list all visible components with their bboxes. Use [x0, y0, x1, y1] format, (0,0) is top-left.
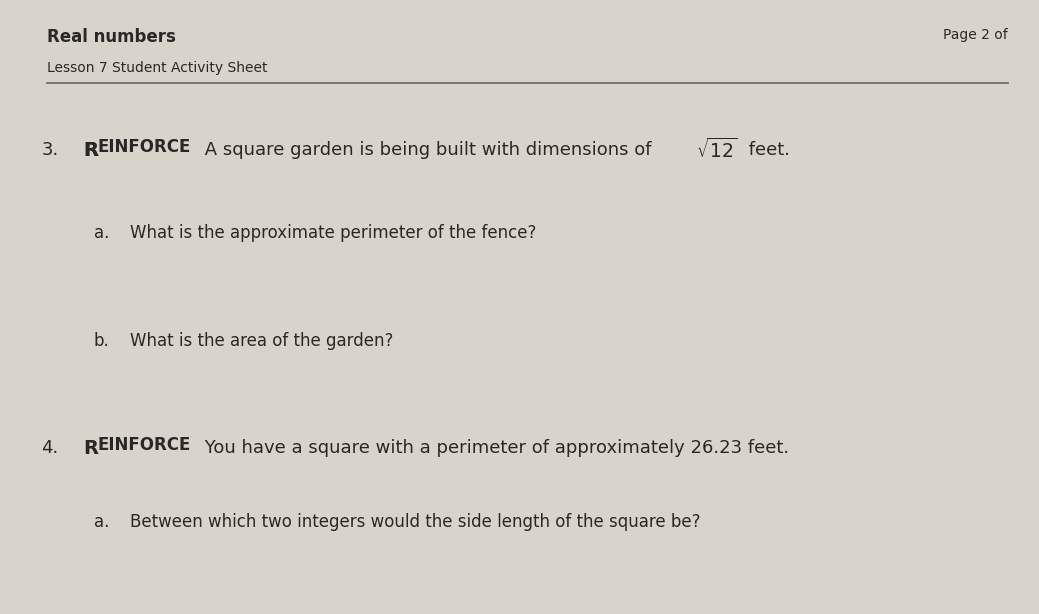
Text: R: R	[83, 439, 98, 458]
Text: What is the approximate perimeter of the fence?: What is the approximate perimeter of the…	[130, 224, 536, 242]
Text: $\sqrt{12}$: $\sqrt{12}$	[696, 138, 738, 162]
Text: a.: a.	[94, 224, 109, 242]
Text: Real numbers: Real numbers	[47, 28, 176, 45]
Text: Between which two integers would the side length of the square be?: Between which two integers would the sid…	[130, 513, 700, 530]
Text: b.: b.	[94, 332, 109, 349]
Text: 3.: 3.	[42, 141, 59, 159]
Text: R: R	[83, 141, 98, 160]
Text: What is the area of the garden?: What is the area of the garden?	[130, 332, 393, 349]
Text: EINFORCE: EINFORCE	[98, 436, 191, 454]
Text: R: R	[83, 141, 98, 160]
Text: 4.: 4.	[42, 439, 59, 457]
Text: a.: a.	[94, 513, 109, 530]
Text: EINFORCE: EINFORCE	[98, 138, 191, 156]
Text: Page 2 of: Page 2 of	[943, 28, 1008, 42]
Text: You have a square with a perimeter of approximately 26.23 feet.: You have a square with a perimeter of ap…	[199, 439, 790, 457]
Text: Lesson 7 Student Activity Sheet: Lesson 7 Student Activity Sheet	[47, 61, 267, 76]
Text: A square garden is being built with dimensions of: A square garden is being built with dime…	[199, 141, 658, 159]
Text: feet.: feet.	[743, 141, 790, 159]
